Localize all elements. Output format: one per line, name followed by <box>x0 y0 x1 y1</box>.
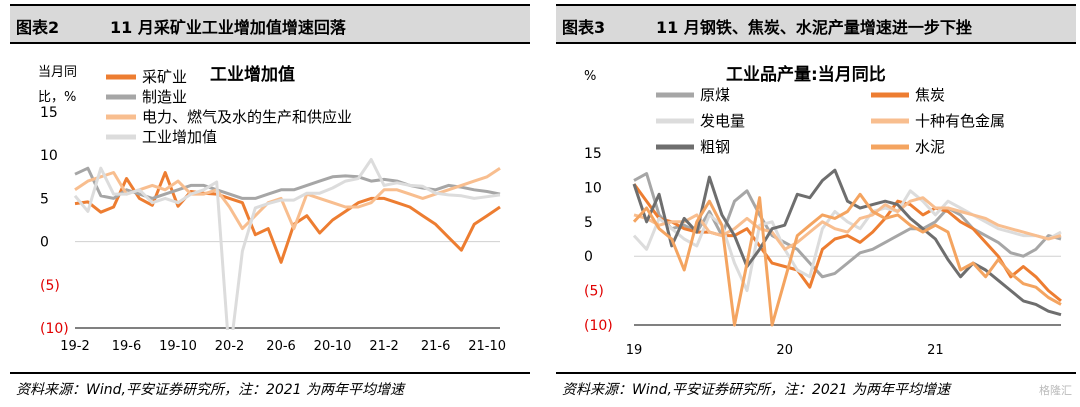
legend-label: 工业增加值 <box>142 128 217 146</box>
series-line-0 <box>74 171 501 264</box>
bottom-rule <box>556 372 1076 374</box>
figure-number: 图表3 <box>562 18 606 37</box>
x-tick-label: 21-6 <box>421 339 451 354</box>
unit-label-line1: 当月同 <box>38 65 77 80</box>
x-tick-label: 21 <box>927 343 944 358</box>
header-rule <box>10 42 530 44</box>
chart-title: 工业增加值 <box>210 64 295 85</box>
bottom-rule <box>10 372 530 374</box>
series-group <box>73 158 501 330</box>
y-tick-label: (5) <box>40 278 60 294</box>
x-tick-label: 20-6 <box>266 339 296 354</box>
y-tick-label: 5 <box>40 191 49 207</box>
unit-label-line1: % <box>584 69 596 84</box>
figure-header: 图表3 11 月钢铁、焦炭、水泥产量增速进一步下挫 <box>556 6 1076 42</box>
x-tick-label: 20-2 <box>215 339 245 354</box>
series-line-3 <box>73 158 501 330</box>
y-tick-label: 15 <box>584 146 602 162</box>
x-tick-label: 19-6 <box>112 339 142 354</box>
x-tick-label: 19-10 <box>159 339 197 354</box>
legend-label: 发电量 <box>700 112 745 130</box>
legend-label: 十种有色金属 <box>915 112 1005 130</box>
x-tick-label: 19 <box>626 343 643 358</box>
y-tick-label: 15 <box>40 105 58 121</box>
x-tick-label: 19-2 <box>60 339 90 354</box>
x-tick-label: 21-2 <box>369 339 399 354</box>
series-line-1 <box>632 183 1062 303</box>
series-group <box>632 168 1062 327</box>
figure-title: 11 月钢铁、焦炭、水泥产量增速进一步下挫 <box>656 18 972 37</box>
watermark-logo: 格隆汇 <box>1039 384 1072 397</box>
source-note: 资料来源：Wind,平安证券研究所，注：2021 为两年平均增速 <box>16 382 405 398</box>
figure-header: 图表2 11 月采矿业工业增加值增速回落 <box>10 6 530 42</box>
legend-label: 原煤 <box>700 86 730 104</box>
y-tick-label: 5 <box>584 215 593 231</box>
series-line-3 <box>633 196 1062 251</box>
x-tick-label: 20 <box>776 343 793 358</box>
legend-label: 制造业 <box>142 88 187 106</box>
x-tick-label: 20-10 <box>314 339 352 354</box>
y-tick-label: (10) <box>584 318 613 334</box>
y-tick-label: 0 <box>584 249 593 265</box>
series-line-0 <box>633 172 1062 279</box>
top-rule <box>10 4 530 6</box>
panel-mining-chart: 图表2 11 月采矿业工业增加值增速回落 当月同 比，% 工业增加值 15 10 5… <box>10 0 530 407</box>
legend-label: 焦炭 <box>915 86 945 104</box>
series-line-2 <box>74 166 501 231</box>
y-tick-label: 10 <box>40 148 58 164</box>
unit-label-line2: 比，% <box>38 90 76 105</box>
x-tick-label: 21-10 <box>468 339 506 354</box>
legend-label: 电力、燃气及水的生产和供应业 <box>142 108 352 126</box>
legend-label: 水泥 <box>915 138 945 156</box>
y-tick-label: 0 <box>40 235 49 251</box>
y-tick-label: (10) <box>40 321 69 337</box>
header-rule <box>556 42 1076 44</box>
panel-output-chart: 图表3 11 月钢铁、焦炭、水泥产量增速进一步下挫 % 工业品产量:当月同比 1… <box>556 0 1076 407</box>
source-note: 资料来源：Wind,平安证券研究所，注：2021 为两年平均增速 <box>562 382 951 398</box>
top-rule <box>556 4 1076 6</box>
legend-label: 粗钢 <box>700 138 730 156</box>
y-tick-label: (5) <box>584 284 604 300</box>
series-line-5 <box>632 192 1062 327</box>
figure-title: 11 月采矿业工业增加值增速回落 <box>110 18 346 37</box>
figure-number: 图表2 <box>16 18 60 37</box>
mining-line-chart: 当月同 比，% 工业增加值 15 10 5 0 (5) (10) 19-2 19-6 19-10… <box>38 64 506 354</box>
y-tick-label: 10 <box>584 180 602 196</box>
legend-label: 采矿业 <box>142 68 187 86</box>
chart-title: 工业品产量:当月同比 <box>726 64 886 85</box>
